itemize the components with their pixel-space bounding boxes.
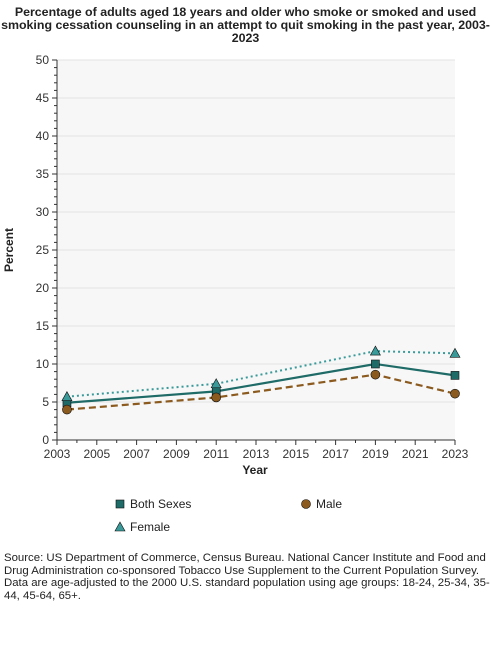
point-female [449,347,461,358]
x-tick-label: 2019 [362,447,389,461]
y-tick-label: 25 [36,243,50,257]
point-female [210,378,222,389]
y-tick-label: 15 [36,319,50,333]
point-female [369,345,381,356]
x-tick-label: 2015 [282,447,309,461]
y-tick-label: 45 [36,91,50,105]
y-tick-label: 5 [42,395,49,409]
legend-item-male[interactable]: Male [300,497,342,511]
x-axis-label: Year [242,463,268,477]
chart-title-line-3: 2023 [231,31,260,45]
y-axis-label: Percent [2,228,16,272]
y-tick-label: 20 [36,281,50,295]
x-tick-label: 2017 [322,447,349,461]
x-tick-label: 2007 [123,447,150,461]
point-male [450,388,460,399]
y-tick-label: 30 [36,205,50,219]
source-note: Source: US Department of Commerce, Censu… [4,552,486,577]
y-tick-label: 0 [42,433,49,447]
x-tick-label: 2003 [44,447,71,461]
footnotes: Source: US Department of Commerce, Censu… [4,552,490,602]
series-line-both-sexes [66,362,456,404]
line-chart: 0 5 10 15 20 25 30 35 40 45 50 2003 2005 2007 2009 2011… [2,53,469,477]
age-adjustment-note: Data are age-adjusted to the 2000 U.S. s… [4,577,490,602]
y-tick-label: 10 [36,357,50,371]
x-tick-label: 2013 [243,447,270,461]
chart-title-line-1: Percentage of adults aged 18 years and o… [14,5,477,19]
triangle-marker-icon [114,521,126,532]
x-tick-label: 2023 [442,447,469,461]
legend-item-female[interactable]: Female [114,520,170,534]
x-tick-label: 2005 [83,447,110,461]
square-marker-icon [115,499,125,509]
series-line-female [66,350,456,398]
point-male [370,369,381,380]
legend-label-female: Female [130,520,171,534]
chart-title: Percentage of adults aged 18 years and o… [0,6,491,45]
x-tick-label: 2009 [163,447,190,461]
legend-item-both-sexes[interactable]: Both Sexes [114,497,191,511]
x-tick-label: 2011 [203,447,229,461]
y-tick-label: 40 [36,129,50,143]
y-tick-label: 50 [36,53,50,67]
point-female [61,391,73,401]
legend-label-male: Male [316,497,343,511]
point-both-sexes [371,359,380,369]
circle-marker-icon [301,499,311,509]
point-male [62,404,72,415]
x-tick-label: 2021 [402,447,429,461]
chart-title-line-2: smoking cessation counseling in an attem… [1,18,490,32]
legend-label-both-sexes: Both Sexes [130,497,192,511]
point-both-sexes [450,371,460,380]
y-tick-label: 35 [36,167,50,181]
point-male [211,392,221,403]
